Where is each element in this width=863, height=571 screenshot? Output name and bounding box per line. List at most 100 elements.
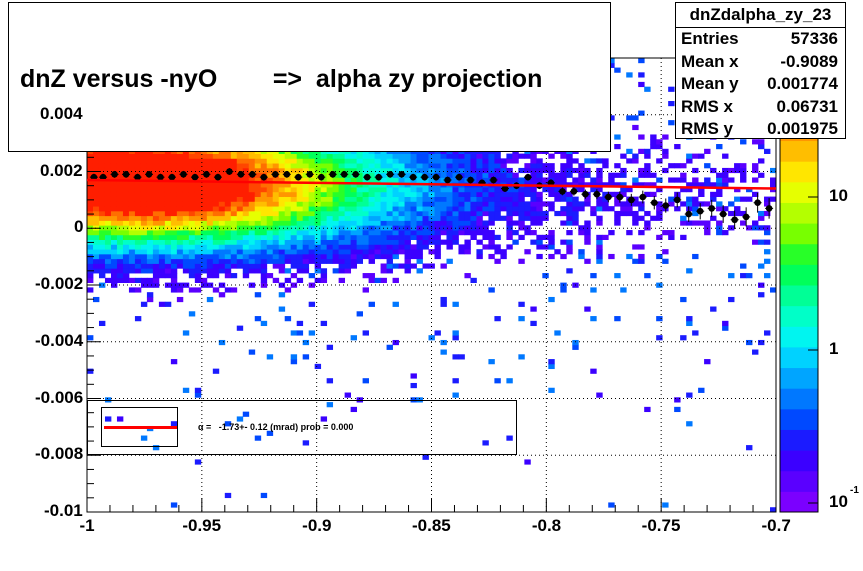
heatmap-cell — [410, 234, 417, 240]
heatmap-cell — [386, 249, 393, 255]
heatmap-cell — [596, 158, 603, 164]
heatmap-cell — [206, 163, 214, 169]
heatmap-cell — [194, 239, 202, 245]
palette-bin — [780, 450, 818, 472]
heatmap-cell — [356, 230, 363, 236]
heatmap-cell — [92, 268, 100, 274]
heatmap-cell — [392, 215, 399, 221]
heatmap-cell — [578, 253, 585, 260]
heatmap-cell — [236, 220, 244, 226]
heatmap-cell — [362, 163, 369, 169]
heatmap-cell — [134, 268, 142, 274]
heatmap-cell — [662, 148, 669, 154]
heatmap-cell — [218, 206, 226, 212]
heatmap-cell — [344, 220, 352, 226]
heatmap-cell — [212, 230, 220, 236]
heatmap-cell — [404, 230, 411, 236]
heatmap-cell — [368, 220, 375, 226]
heatmap-cell — [488, 201, 495, 207]
heatmap-cell — [338, 163, 346, 169]
heatmap-cell — [758, 225, 765, 231]
heatmap-cell — [374, 201, 381, 207]
heatmap-cell — [224, 158, 232, 164]
heatmap-cell — [122, 249, 130, 255]
heatmap-cell — [302, 339, 310, 346]
heatmap-cell — [458, 215, 465, 221]
heatmap-cell — [122, 182, 130, 188]
heatmap-cell — [680, 201, 687, 207]
heatmap-cell — [332, 249, 340, 255]
heatmap-cell — [494, 316, 501, 322]
heatmap-cell — [92, 196, 100, 202]
heatmap-cell — [326, 163, 334, 169]
profile-point — [616, 193, 624, 201]
title-box: dnZ versus -nyO => alpha zy projection — [8, 2, 611, 152]
x-tick-label: -0.9 — [302, 516, 332, 535]
heatmap-cell — [578, 182, 585, 188]
heatmap-cell — [608, 206, 615, 212]
heatmap-cell — [122, 153, 130, 159]
heatmap-cell — [170, 234, 178, 240]
heatmap-cell — [656, 177, 663, 183]
heatmap-cell — [368, 215, 375, 221]
heatmap-cell — [140, 196, 148, 202]
heatmap-cell — [584, 220, 591, 226]
heatmap-cell — [326, 187, 334, 193]
heatmap-cell — [104, 249, 112, 255]
heatmap-cell — [422, 263, 429, 269]
heatmap-cell — [650, 134, 657, 140]
heatmap-cell — [392, 339, 399, 346]
heatmap-cell — [548, 172, 555, 178]
heatmap-cell — [488, 230, 495, 236]
heatmap-cell — [332, 258, 340, 264]
heatmap-cell — [422, 191, 429, 197]
heatmap-cell — [314, 363, 322, 370]
heatmap-cell — [248, 206, 256, 212]
heatmap-cell — [602, 201, 609, 207]
heatmap-cell — [302, 258, 310, 264]
heatmap-cell — [230, 167, 238, 174]
heatmap-cell — [734, 196, 741, 202]
heatmap-cell — [632, 210, 639, 217]
heatmap-cell — [380, 249, 387, 255]
heatmap-cell — [278, 158, 286, 164]
heatmap-cell — [122, 206, 130, 212]
heatmap-cell — [398, 249, 405, 255]
heatmap-cell — [674, 144, 681, 150]
heatmap-cell — [152, 206, 160, 212]
heatmap-cell — [686, 158, 693, 164]
heatmap-cell — [260, 167, 268, 174]
heatmap-cell — [308, 177, 316, 183]
heatmap-cell — [152, 201, 160, 207]
heatmap-cell — [344, 230, 352, 236]
heatmap-cell — [296, 196, 304, 202]
heatmap-cell — [662, 502, 669, 508]
heatmap-cell — [746, 225, 753, 231]
heatmap-cell — [458, 196, 465, 202]
heatmap-cell — [176, 167, 184, 174]
heatmap-cell — [128, 210, 136, 217]
heatmap-cell — [680, 172, 687, 178]
heatmap-cell — [656, 158, 663, 164]
heatmap-cell — [254, 244, 262, 250]
heatmap-cell — [764, 210, 771, 217]
heatmap-cell — [134, 239, 142, 245]
heatmap-cell — [242, 225, 250, 231]
heatmap-cell — [668, 177, 675, 183]
heatmap-cell — [374, 163, 381, 169]
heatmap-cell — [680, 335, 687, 341]
heatmap-cell — [200, 225, 208, 231]
heatmap-cell — [722, 320, 729, 327]
heatmap-cell — [368, 163, 375, 169]
heatmap-cell — [236, 249, 244, 255]
heatmap-cell — [218, 215, 226, 221]
heatmap-cell — [302, 167, 310, 174]
heatmap-cell — [410, 187, 417, 193]
heatmap-cell — [584, 196, 591, 202]
heatmap-cell — [248, 177, 256, 183]
heatmap-cell — [344, 210, 352, 217]
heatmap-cell — [302, 172, 310, 178]
heatmap-cell — [308, 191, 316, 197]
heatmap-cell — [428, 201, 435, 207]
heatmap-cell — [176, 153, 184, 159]
